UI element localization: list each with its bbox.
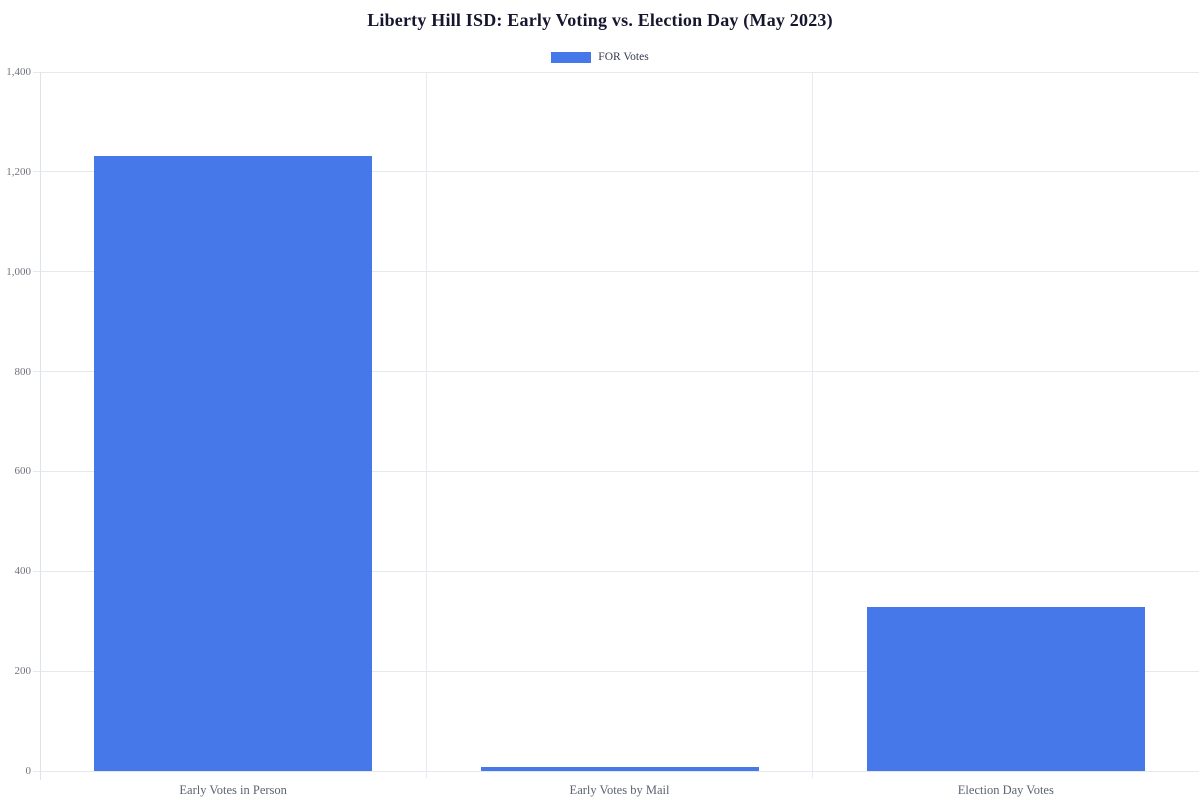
y-axis-tick-label: 600 [14,465,32,478]
gridline-y-1400 [33,71,1199,73]
gridline-y-0 [33,770,1199,772]
y-axis-tick-label: 400 [14,565,32,578]
legend-label: FOR Votes [598,51,649,63]
gridline-y-400 [33,570,1199,572]
x-axis-tick-label: Early Votes by Mail [569,783,670,797]
gridline-y-800 [33,371,1199,373]
gridline-y-1000 [33,271,1199,273]
y-axis-tick-label: 1,000 [6,265,31,278]
chart-title: Liberty Hill ISD: Early Voting vs. Elect… [367,10,833,30]
x-axis-tick-label: Early Votes in Person [179,783,287,797]
legend-swatch-icon [551,51,592,63]
plot-area: 0 200 400 600 800 1,000 1,200 1,400 Early Votes … [6,66,1199,797]
bar-election-day-votes[interactable] [866,606,1145,771]
gridline-x-separator [812,72,814,778]
y-axis-tick-label: 800 [14,365,32,378]
y-axis-line [40,72,41,780]
y-axis-tick-label: 0 [25,765,32,777]
y-axis-tick-label: 200 [14,665,32,678]
gridline-x-separator [425,72,427,778]
bar-early-votes-in-person[interactable] [94,155,373,771]
x-axis-tick-label: Election Day Votes [957,783,1054,797]
y-axis-tick-label: 1,200 [6,165,31,178]
gridline-y-600 [33,470,1199,472]
legend-item-for-votes[interactable]: FOR Votes [0,51,1200,63]
gridline-y-1200 [33,171,1199,173]
bar-early-votes-by-mail[interactable] [480,767,759,771]
gridline-y-200 [33,670,1199,672]
y-axis-tick-label: 1,400 [6,66,31,78]
